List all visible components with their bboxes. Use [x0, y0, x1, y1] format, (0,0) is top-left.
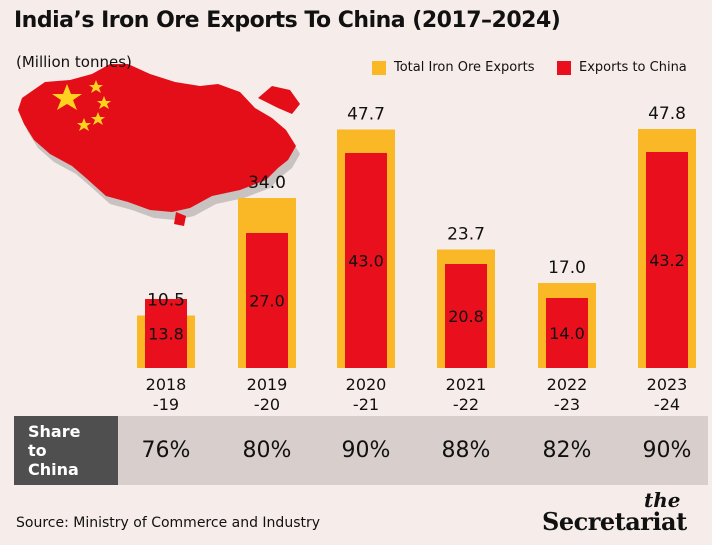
source-note: Source: Ministry of Commerce and Industr…: [16, 515, 321, 531]
share-label-line: to: [28, 441, 47, 460]
data-label-china: 14.0: [549, 324, 585, 343]
share-label: Share to China: [14, 416, 118, 485]
bar-china: [345, 153, 387, 368]
y-unit-label: (Million tonnes): [16, 53, 132, 71]
x-tick-label: 2019: [247, 375, 288, 394]
share-value: 90%: [341, 438, 391, 463]
data-label-total: 34.0: [248, 173, 286, 193]
bar-china: [145, 299, 187, 368]
share-value: 88%: [441, 438, 491, 463]
page-title: India’s Iron Ore Exports To China (2017–…: [14, 8, 561, 33]
legend-label-china: Exports to China: [579, 60, 687, 75]
share-value: 76%: [141, 438, 191, 463]
bar-china: [546, 298, 588, 368]
legend-swatch-total: [372, 60, 386, 75]
bars-layer: 10.5 13.8 2018-19 34.0 27.0 2019-20 47.7 43.0 20…: [137, 104, 696, 414]
data-label-china: 27.0: [249, 292, 285, 311]
data-label-china: 20.8: [448, 307, 484, 326]
legend-item-china: Exports to China: [557, 60, 687, 75]
data-label-china: 13.8: [148, 325, 184, 344]
data-label-total: 10.5: [147, 291, 185, 311]
data-label-total: 23.7: [447, 225, 485, 245]
data-label-total: 47.7: [347, 105, 385, 125]
data-label-total: 17.0: [548, 258, 586, 278]
x-tick-label: 2022: [547, 375, 588, 394]
share-value: 90%: [642, 438, 692, 463]
x-tick-label: -21: [353, 395, 379, 414]
legend-swatch-china: [557, 60, 571, 75]
bar-china: [246, 233, 288, 368]
share-label-line: China: [28, 460, 79, 479]
legend-item-total: Total Iron Ore Exports: [372, 60, 534, 75]
x-tick-label: -24: [654, 395, 680, 414]
bar-china: [445, 264, 487, 368]
share-value: 82%: [542, 438, 592, 463]
data-label-total: 47.8: [648, 104, 686, 124]
share-to-china-row: Share to China 76% 80% 90% 88% 82% 90%: [14, 416, 708, 485]
share-value: 80%: [242, 438, 292, 463]
x-tick-label: -22: [453, 395, 479, 414]
x-tick-label: 2021: [446, 375, 487, 394]
x-tick-label: -23: [554, 395, 580, 414]
x-tick-label: 2018: [146, 375, 187, 394]
x-tick-label: -19: [153, 395, 179, 414]
share-label-line: Share: [28, 422, 81, 441]
data-label-china: 43.2: [649, 251, 685, 270]
china-map-icon: [18, 64, 300, 226]
x-tick-label: 2023: [647, 375, 688, 394]
x-tick-label: -20: [254, 395, 280, 414]
logo-wordmark: Secretariat: [542, 507, 687, 536]
data-label-china: 43.0: [348, 252, 384, 271]
share-values: 76% 80% 90% 88% 82% 90%: [118, 416, 708, 485]
legend-label-total: Total Iron Ore Exports: [394, 60, 535, 75]
logo-the: the: [644, 488, 681, 512]
bar-china: [646, 152, 688, 368]
x-tick-label: 2020: [346, 375, 387, 394]
